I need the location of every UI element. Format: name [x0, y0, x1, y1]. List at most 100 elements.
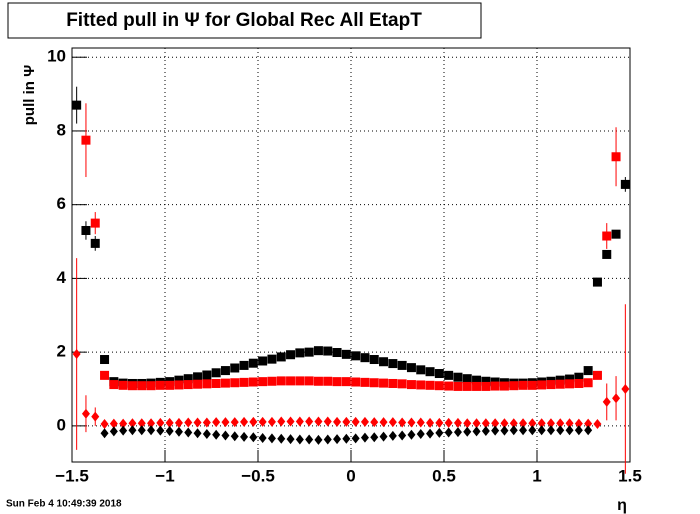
diamond-marker: [147, 418, 156, 429]
x-tick-label: −1.5: [55, 466, 89, 485]
diamond-marker: [249, 432, 258, 443]
diamond-marker: [286, 434, 295, 445]
diamond-marker: [463, 426, 472, 437]
square-marker: [174, 380, 184, 390]
diamond-marker: [119, 425, 128, 436]
square-marker: [276, 376, 286, 386]
square-marker: [602, 231, 612, 241]
square-marker: [341, 349, 351, 359]
diamond-marker: [416, 428, 425, 439]
diamond-marker: [277, 433, 286, 444]
diamond-marker: [537, 425, 546, 436]
square-marker: [295, 376, 305, 386]
square-marker: [611, 152, 621, 162]
square-marker: [481, 376, 491, 386]
square-marker: [360, 353, 370, 363]
square-marker: [193, 379, 203, 389]
square-marker: [434, 369, 444, 379]
x-tick-label: 1.5: [618, 466, 642, 485]
square-marker: [434, 381, 444, 391]
square-marker: [574, 378, 584, 388]
diamond-marker: [509, 425, 518, 436]
diamond-marker: [72, 348, 81, 359]
square-marker: [174, 375, 184, 385]
y-tick-label: 0: [57, 415, 66, 434]
diamond-marker: [212, 417, 221, 428]
diamond-marker: [202, 417, 211, 428]
square-marker: [323, 346, 333, 356]
diamond-marker: [100, 428, 109, 439]
square-marker: [444, 381, 454, 391]
diamond-marker: [156, 425, 165, 436]
diamond-marker: [519, 425, 528, 436]
diamond-marker: [295, 416, 304, 427]
diamond-marker: [491, 425, 500, 436]
square-marker: [183, 380, 193, 390]
square-marker: [565, 374, 575, 384]
square-marker: [248, 377, 258, 387]
diamond-marker: [379, 431, 388, 442]
diamond-marker: [519, 418, 528, 429]
square-marker: [239, 360, 249, 370]
diamond-marker: [398, 417, 407, 428]
diamond-marker: [277, 416, 286, 427]
square-marker: [546, 380, 556, 390]
diamond-marker: [286, 416, 295, 427]
square-marker: [379, 378, 389, 388]
square-marker: [537, 380, 547, 390]
y-axis-label: pull in Ψ: [21, 65, 38, 125]
square-marker: [258, 377, 268, 387]
diamond-marker: [351, 416, 360, 427]
diamond-marker: [137, 425, 146, 436]
square-marker: [425, 380, 435, 390]
x-tick-label: 1: [532, 466, 541, 485]
square-marker: [90, 238, 100, 248]
square-marker: [481, 381, 491, 391]
square-marker: [100, 370, 110, 380]
diamond-marker: [537, 418, 546, 429]
diamond-marker: [453, 427, 462, 438]
square-marker: [183, 374, 193, 384]
diamond-marker: [426, 428, 435, 439]
diamond-marker: [565, 418, 574, 429]
diamond-marker: [165, 417, 174, 428]
diamond-marker: [109, 426, 118, 437]
square-marker: [220, 366, 230, 376]
square-marker: [118, 380, 128, 390]
square-marker: [304, 376, 314, 386]
x-axis-label: η: [617, 497, 627, 514]
diamond-marker: [556, 425, 565, 436]
square-marker: [472, 375, 482, 385]
diamond-marker: [128, 425, 137, 436]
square-marker: [379, 357, 389, 367]
diamond-marker: [258, 433, 267, 444]
diamond-marker: [528, 418, 537, 429]
diamond-marker: [621, 384, 630, 395]
square-marker: [351, 377, 361, 387]
square-marker: [267, 376, 277, 386]
diamond-marker: [444, 427, 453, 438]
diamond-marker: [453, 417, 462, 428]
square-marker: [490, 381, 500, 391]
square-marker: [304, 347, 314, 357]
square-marker: [351, 351, 361, 361]
diamond-marker: [193, 428, 202, 439]
diamond-marker: [584, 418, 593, 429]
diamond-marker: [100, 419, 109, 430]
diamond-marker: [342, 433, 351, 444]
square-marker: [332, 377, 342, 387]
diamond-marker: [435, 417, 444, 428]
square-marker: [462, 381, 472, 391]
square-marker: [425, 367, 435, 377]
square-marker: [100, 355, 110, 365]
diamond-marker: [174, 426, 183, 437]
square-marker: [397, 360, 407, 370]
square-marker: [388, 378, 398, 388]
diamond-marker: [370, 417, 379, 428]
diamond-marker: [212, 429, 221, 440]
diamond-marker: [481, 426, 490, 437]
diamond-marker: [221, 417, 230, 428]
diamond-marker: [546, 425, 555, 436]
diamond-marker: [574, 418, 583, 429]
square-marker: [509, 381, 519, 391]
